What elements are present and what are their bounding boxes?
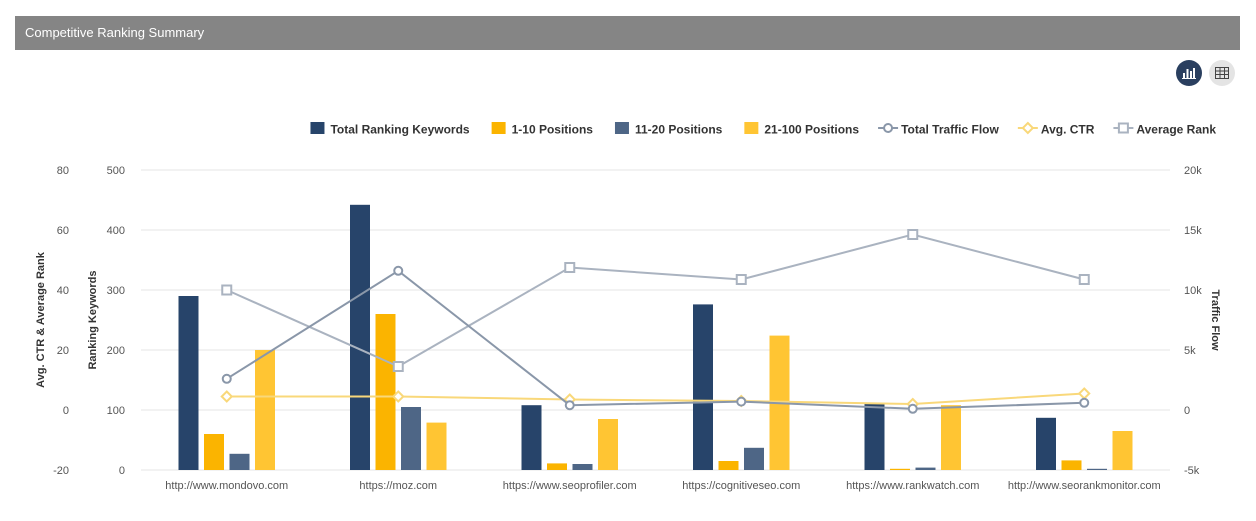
line-point [736, 396, 747, 407]
legend-marker [1117, 122, 1129, 134]
ctr-rank-axis-title: Avg. CTR & Average Rank [35, 251, 47, 388]
legend-swatch [491, 122, 506, 134]
legend-swatch [614, 122, 629, 134]
line-point [1077, 387, 1091, 400]
bar [864, 402, 885, 470]
traffic-tick-label: 20k [1184, 165, 1202, 177]
traffic-axis-title: Traffic Flow [1209, 289, 1221, 351]
series-line [226, 233, 1085, 368]
line-point [564, 262, 576, 273]
bar-chart-icon [1182, 68, 1196, 79]
legend-label: 21-100 Positions [764, 123, 859, 137]
table-view-button[interactable] [1209, 60, 1235, 86]
series-line [226, 392, 1085, 406]
category-label: http://www.mondovo.com [165, 480, 288, 492]
bar [350, 204, 370, 471]
keywords-tick-label: 300 [107, 285, 125, 297]
legend-marker [1021, 121, 1035, 135]
bar [1087, 468, 1107, 470]
line-point [1078, 274, 1090, 285]
traffic-tick-label: -5k [1184, 465, 1200, 477]
chart-view-button[interactable] [1176, 60, 1202, 86]
bar [693, 304, 713, 470]
keywords-tick-label: 400 [107, 225, 125, 237]
bar [255, 350, 275, 470]
keywords-tick-label: 0 [119, 465, 125, 477]
legend-label: 1-10 Positions [512, 123, 594, 137]
traffic-tick-label: 15k [1184, 225, 1202, 237]
bar [547, 463, 567, 470]
line-point [220, 390, 234, 403]
bar [1061, 460, 1082, 470]
bar [890, 468, 910, 470]
bar [375, 314, 396, 470]
legend-swatch [310, 122, 325, 134]
panel-header: Competitive Ranking Summary [15, 16, 1240, 50]
bar [915, 467, 936, 470]
bar [178, 296, 199, 470]
bar [941, 405, 961, 470]
bar [572, 464, 593, 470]
category-label: https://www.seoprofiler.com [503, 480, 637, 492]
line-point [564, 400, 575, 411]
ctr-rank-tick-label: 0 [63, 405, 69, 417]
bar [718, 461, 739, 470]
panel-title: Competitive Ranking Summary [25, 25, 205, 40]
ctr-rank-tick-label: 60 [57, 225, 69, 237]
legend-label: 11-20 Positions [635, 123, 723, 137]
line-point [392, 361, 404, 372]
category-label: https://www.rankwatch.com [846, 480, 979, 492]
traffic-tick-label: 5k [1184, 345, 1196, 357]
bar [598, 419, 618, 470]
legend-label: Avg. CTR [1041, 123, 1095, 137]
line-point [221, 373, 232, 384]
bar [204, 434, 224, 470]
category-label: http://www.seorankmonitor.com [1008, 480, 1161, 492]
table-grid-icon [1215, 67, 1229, 79]
series-line [226, 269, 1085, 410]
legend-marker [883, 123, 894, 133]
ctr-rank-tick-label: 40 [57, 285, 69, 297]
line-point [393, 265, 404, 276]
bar [229, 453, 250, 470]
bar [401, 407, 421, 470]
ctr-rank-tick-label: 20 [57, 345, 69, 357]
legend-label: Total Ranking Keywords [330, 123, 469, 137]
keywords-tick-label: 500 [107, 165, 125, 177]
line-point [391, 390, 405, 403]
line-point [221, 284, 233, 296]
bar [744, 447, 764, 470]
legend-swatch [744, 122, 759, 134]
ctr-rank-tick-label: 80 [57, 165, 69, 177]
traffic-tick-label: 0 [1184, 405, 1190, 417]
legend-label: Average Rank [1136, 123, 1216, 137]
category-label: https://cognitiveseo.com [682, 480, 800, 492]
bar [1036, 417, 1056, 470]
keywords-tick-label: 100 [107, 405, 125, 417]
line-point [907, 229, 919, 240]
ctr-rank-tick-label: -20 [53, 465, 69, 477]
traffic-tick-label: 10k [1184, 285, 1202, 297]
keywords-axis-title: Ranking Keywords [87, 270, 99, 369]
keywords-tick-label: 200 [107, 345, 125, 357]
line-point [907, 403, 918, 414]
bar [521, 405, 542, 470]
bar [426, 422, 447, 470]
bar [1112, 431, 1133, 470]
line-point [735, 274, 747, 285]
category-label: https://moz.com [359, 480, 437, 492]
legend-label: Total Traffic Flow [901, 123, 999, 137]
line-point [1079, 397, 1090, 408]
